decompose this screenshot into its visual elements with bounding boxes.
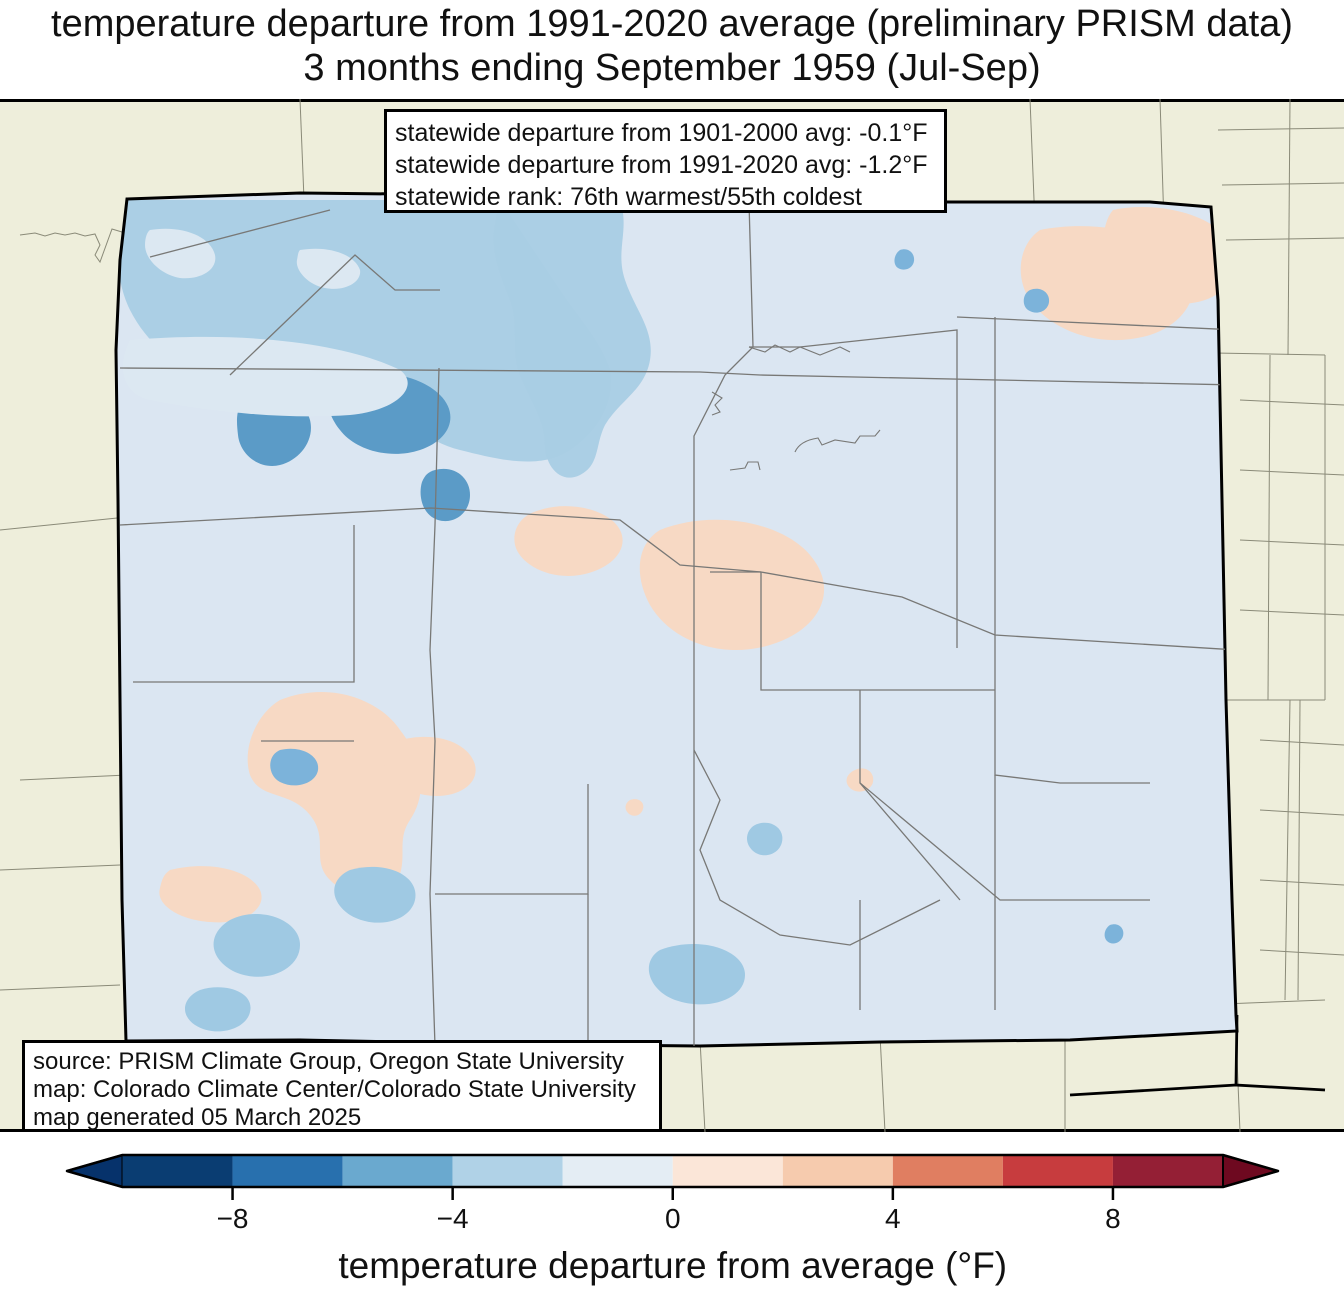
svg-text:0: 0 [665, 1203, 681, 1234]
svg-text:temperature departure from ave: temperature departure from average (°F) [338, 1245, 1007, 1286]
svg-text:4: 4 [885, 1203, 901, 1234]
svg-text:8: 8 [1105, 1203, 1121, 1234]
svg-text:−8: −8 [217, 1203, 249, 1234]
svg-text:−4: −4 [437, 1203, 469, 1234]
